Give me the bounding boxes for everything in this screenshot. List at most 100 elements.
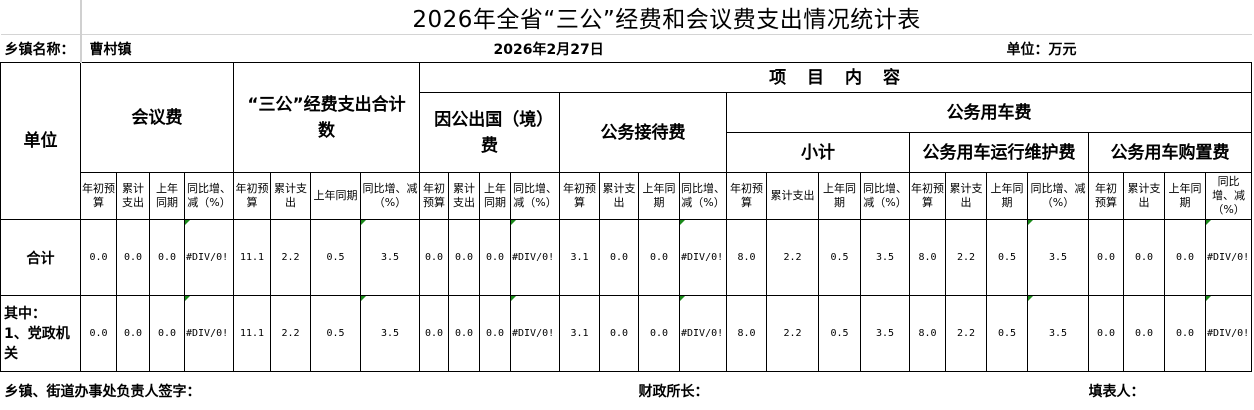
cell-cumulative[interactable]: 0.0 (117, 296, 150, 372)
cell-cumulative[interactable]: 2.2 (946, 296, 987, 372)
subheader-cumulative[interactable]: 累计支出 (117, 173, 150, 220)
subheader-yoy-change[interactable]: 同比增、减（%） (511, 173, 560, 220)
cell-cumulative[interactable]: 2.2 (767, 220, 819, 296)
cell-yoy-change[interactable]: #DIV/0! (1206, 220, 1252, 296)
subheader-yoy-change[interactable]: 同比增、减（%） (861, 173, 910, 220)
header-reception[interactable]: 公务接待费 (560, 93, 727, 173)
subheader-budget[interactable]: 年初预算 (234, 173, 271, 220)
row-unit[interactable]: 合计 (1, 220, 81, 296)
cell-budget[interactable]: 11.1 (234, 220, 271, 296)
cell-last-year[interactable]: 0.0 (639, 296, 680, 372)
subheader-budget[interactable]: 年初预算 (81, 173, 117, 220)
cell-yoy-change[interactable]: #DIV/0! (185, 220, 234, 296)
cell-yoy-change[interactable]: #DIV/0! (1206, 296, 1252, 372)
subheader-cumulative[interactable]: 累计支出 (946, 173, 987, 220)
cell-cumulative[interactable]: 0.0 (449, 296, 480, 372)
subheader-cumulative[interactable]: 累计支出 (1124, 173, 1165, 220)
subheader-last-year[interactable]: 上年同期 (987, 173, 1028, 220)
subheader-budget[interactable]: 年初预算 (420, 173, 449, 220)
subheader-last-year[interactable]: 上年同期 (150, 173, 185, 220)
row-unit[interactable]: 其中：1、党政机关 (1, 296, 81, 372)
header-unit[interactable]: 单位 (1, 63, 81, 220)
cell-cumulative[interactable]: 2.2 (271, 220, 311, 296)
town-value[interactable]: 曹村镇 (81, 35, 420, 63)
cell-budget[interactable]: 0.0 (420, 296, 449, 372)
cell-budget[interactable]: 3.1 (560, 220, 600, 296)
subheader-yoy-change[interactable]: 同比增、减（%） (680, 173, 727, 220)
subheader-last-year[interactable]: 上年同期 (480, 173, 511, 220)
cell-budget[interactable]: 8.0 (727, 296, 767, 372)
report-date[interactable]: 2026年2月27日 (420, 35, 727, 63)
cell-yoy-change[interactable]: 3.5 (1028, 296, 1089, 372)
subheader-last-year[interactable]: 上年同期 (819, 173, 861, 220)
cell-yoy-change[interactable]: 3.5 (361, 220, 420, 296)
subheader-budget[interactable]: 年初预算 (1089, 173, 1124, 220)
cell-last-year[interactable]: 0.5 (987, 296, 1028, 372)
cell-yoy-change[interactable]: #DIV/0! (511, 296, 560, 372)
cell-last-year[interactable]: 0.5 (311, 296, 361, 372)
cell-last-year[interactable]: 0.0 (639, 220, 680, 296)
cell-cumulative[interactable]: 0.0 (600, 220, 639, 296)
cell-last-year[interactable]: 0.5 (819, 296, 861, 372)
cell-yoy-change[interactable]: #DIV/0! (185, 296, 234, 372)
cell-cumulative[interactable]: 0.0 (449, 220, 480, 296)
cell-budget[interactable]: 8.0 (727, 220, 767, 296)
header-meeting[interactable]: 会议费 (81, 63, 234, 173)
cell-cumulative[interactable]: 2.2 (946, 220, 987, 296)
subheader-yoy-change[interactable]: 同比增、减（%） (1206, 173, 1252, 220)
town-label[interactable]: 乡镇名称： (1, 35, 81, 63)
cell-last-year[interactable]: 0.5 (819, 220, 861, 296)
subheader-last-year[interactable]: 上年同期 (1165, 173, 1206, 220)
cell-cumulative[interactable]: 0.0 (600, 296, 639, 372)
cell-last-year[interactable]: 0.0 (150, 220, 185, 296)
cell-last-year[interactable]: 0.0 (1165, 220, 1206, 296)
subheader-yoy-change[interactable]: 同比增、减（%） (1028, 173, 1089, 220)
subheader-cumulative[interactable]: 累计支出 (449, 173, 480, 220)
subheader-yoy-change[interactable]: 同比增、减（%） (361, 173, 420, 220)
subheader-cumulative[interactable]: 累计支出 (600, 173, 639, 220)
cell-yoy-change[interactable]: 3.5 (861, 220, 910, 296)
cell-yoy-change[interactable]: 3.5 (861, 296, 910, 372)
cell-cumulative[interactable]: 2.2 (271, 296, 311, 372)
cell-last-year[interactable]: 0.5 (311, 220, 361, 296)
cell-yoy-change[interactable]: #DIV/0! (511, 220, 560, 296)
header-vehicle[interactable]: 公务用车费 (727, 93, 1252, 133)
header-abroad[interactable]: 因公出国（境）费 (420, 93, 560, 173)
cell-yoy-change[interactable]: 3.5 (1028, 220, 1089, 296)
cell-budget[interactable]: 0.0 (81, 296, 117, 372)
cell-cumulative[interactable]: 0.0 (1124, 220, 1165, 296)
subheader-budget[interactable]: 年初预算 (727, 173, 767, 220)
header-subtotal[interactable]: 小计 (727, 133, 910, 173)
header-vehicle-purchase[interactable]: 公务用车购置费 (1089, 133, 1252, 173)
subheader-budget[interactable]: 年初预算 (910, 173, 946, 220)
subheader-last-year[interactable]: 上年同期 (639, 173, 680, 220)
cell-cumulative[interactable]: 2.2 (767, 296, 819, 372)
cell-last-year[interactable]: 0.0 (480, 220, 511, 296)
subheader-last-year[interactable]: 上年同期 (311, 173, 361, 220)
subheader-budget[interactable]: 年初预算 (560, 173, 600, 220)
cell-yoy-change[interactable]: #DIV/0! (680, 220, 727, 296)
cell-budget[interactable]: 0.0 (81, 220, 117, 296)
cell-last-year[interactable]: 0.0 (150, 296, 185, 372)
cell-budget[interactable]: 0.0 (1089, 220, 1124, 296)
cell-budget[interactable]: 8.0 (910, 220, 946, 296)
cell-cumulative[interactable]: 0.0 (117, 220, 150, 296)
cell-budget[interactable]: 0.0 (420, 220, 449, 296)
cell-yoy-change[interactable]: 3.5 (361, 296, 420, 372)
cell-cumulative[interactable]: 0.0 (1124, 296, 1165, 372)
header-vehicle-maintenance[interactable]: 公务用车运行维护费 (910, 133, 1089, 173)
subheader-cumulative[interactable]: 累计支出 (271, 173, 311, 220)
unit-label[interactable]: 单位：万元 (727, 35, 1252, 63)
cell-budget[interactable]: 8.0 (910, 296, 946, 372)
subheader-yoy-change[interactable]: 同比增、减（%） (185, 173, 234, 220)
cell-yoy-change[interactable]: #DIV/0! (680, 296, 727, 372)
header-sangong-total[interactable]: “三公”经费支出合计数 (234, 63, 420, 173)
cell-last-year[interactable]: 0.0 (1165, 296, 1206, 372)
cell-budget[interactable]: 3.1 (560, 296, 600, 372)
cell-budget[interactable]: 11.1 (234, 296, 271, 372)
cell-last-year[interactable]: 0.0 (480, 296, 511, 372)
cell-last-year[interactable]: 0.5 (987, 220, 1028, 296)
subheader-cumulative[interactable]: 累计支出 (767, 173, 819, 220)
cell-budget[interactable]: 0.0 (1089, 296, 1124, 372)
header-project-content[interactable]: 项 目 内 容 (420, 63, 1252, 93)
